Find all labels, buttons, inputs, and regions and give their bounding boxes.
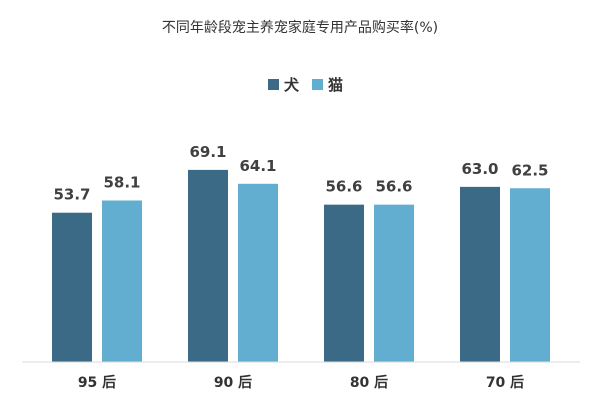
bar-series1-group1 — [52, 212, 92, 362]
data-label-series2-group3: 56.6 — [375, 178, 412, 196]
bar-series2-group3 — [374, 204, 414, 362]
x-tick-labels-group: 95 后 90 后 80 后 70 后 — [78, 374, 524, 391]
x-tick-label-1: 95 后 — [78, 374, 116, 391]
data-label-series1-group3: 56.6 — [325, 178, 362, 196]
bar-series2-group4 — [510, 188, 550, 362]
legend-label-2: 猫 — [328, 76, 343, 94]
x-tick-label-4: 70 后 — [486, 374, 524, 391]
bar-series2-group1 — [102, 200, 142, 362]
legend: 犬猫 — [268, 76, 343, 94]
data-label-series2-group4: 62.5 — [511, 161, 548, 179]
x-tick-label-3: 80 后 — [350, 374, 388, 391]
bar-series2-group2 — [238, 183, 278, 362]
data-label-series1-group4: 63.0 — [461, 160, 498, 178]
value-labels-group: 53.7 58.1 69.1 64.1 56.6 56.6 63.0 62.5 — [53, 143, 548, 204]
bar-series1-group2 — [188, 169, 228, 362]
x-tick-label-2: 90 后 — [214, 374, 252, 391]
legend-swatch-2 — [312, 79, 323, 90]
legend-label-1: 犬 — [284, 76, 300, 94]
bar-series1-group3 — [324, 204, 364, 362]
legend-swatch-1 — [268, 79, 279, 90]
bars-group — [52, 169, 550, 362]
chart-title: 不同年龄段宠主养宠家庭专用产品购买率(%) — [162, 19, 438, 36]
data-label-series1-group2: 69.1 — [189, 143, 226, 161]
data-label-series2-group1: 58.1 — [103, 173, 140, 191]
data-label-series2-group2: 64.1 — [239, 157, 276, 175]
data-label-series1-group1: 53.7 — [53, 186, 90, 204]
bar-series1-group4 — [460, 186, 500, 362]
